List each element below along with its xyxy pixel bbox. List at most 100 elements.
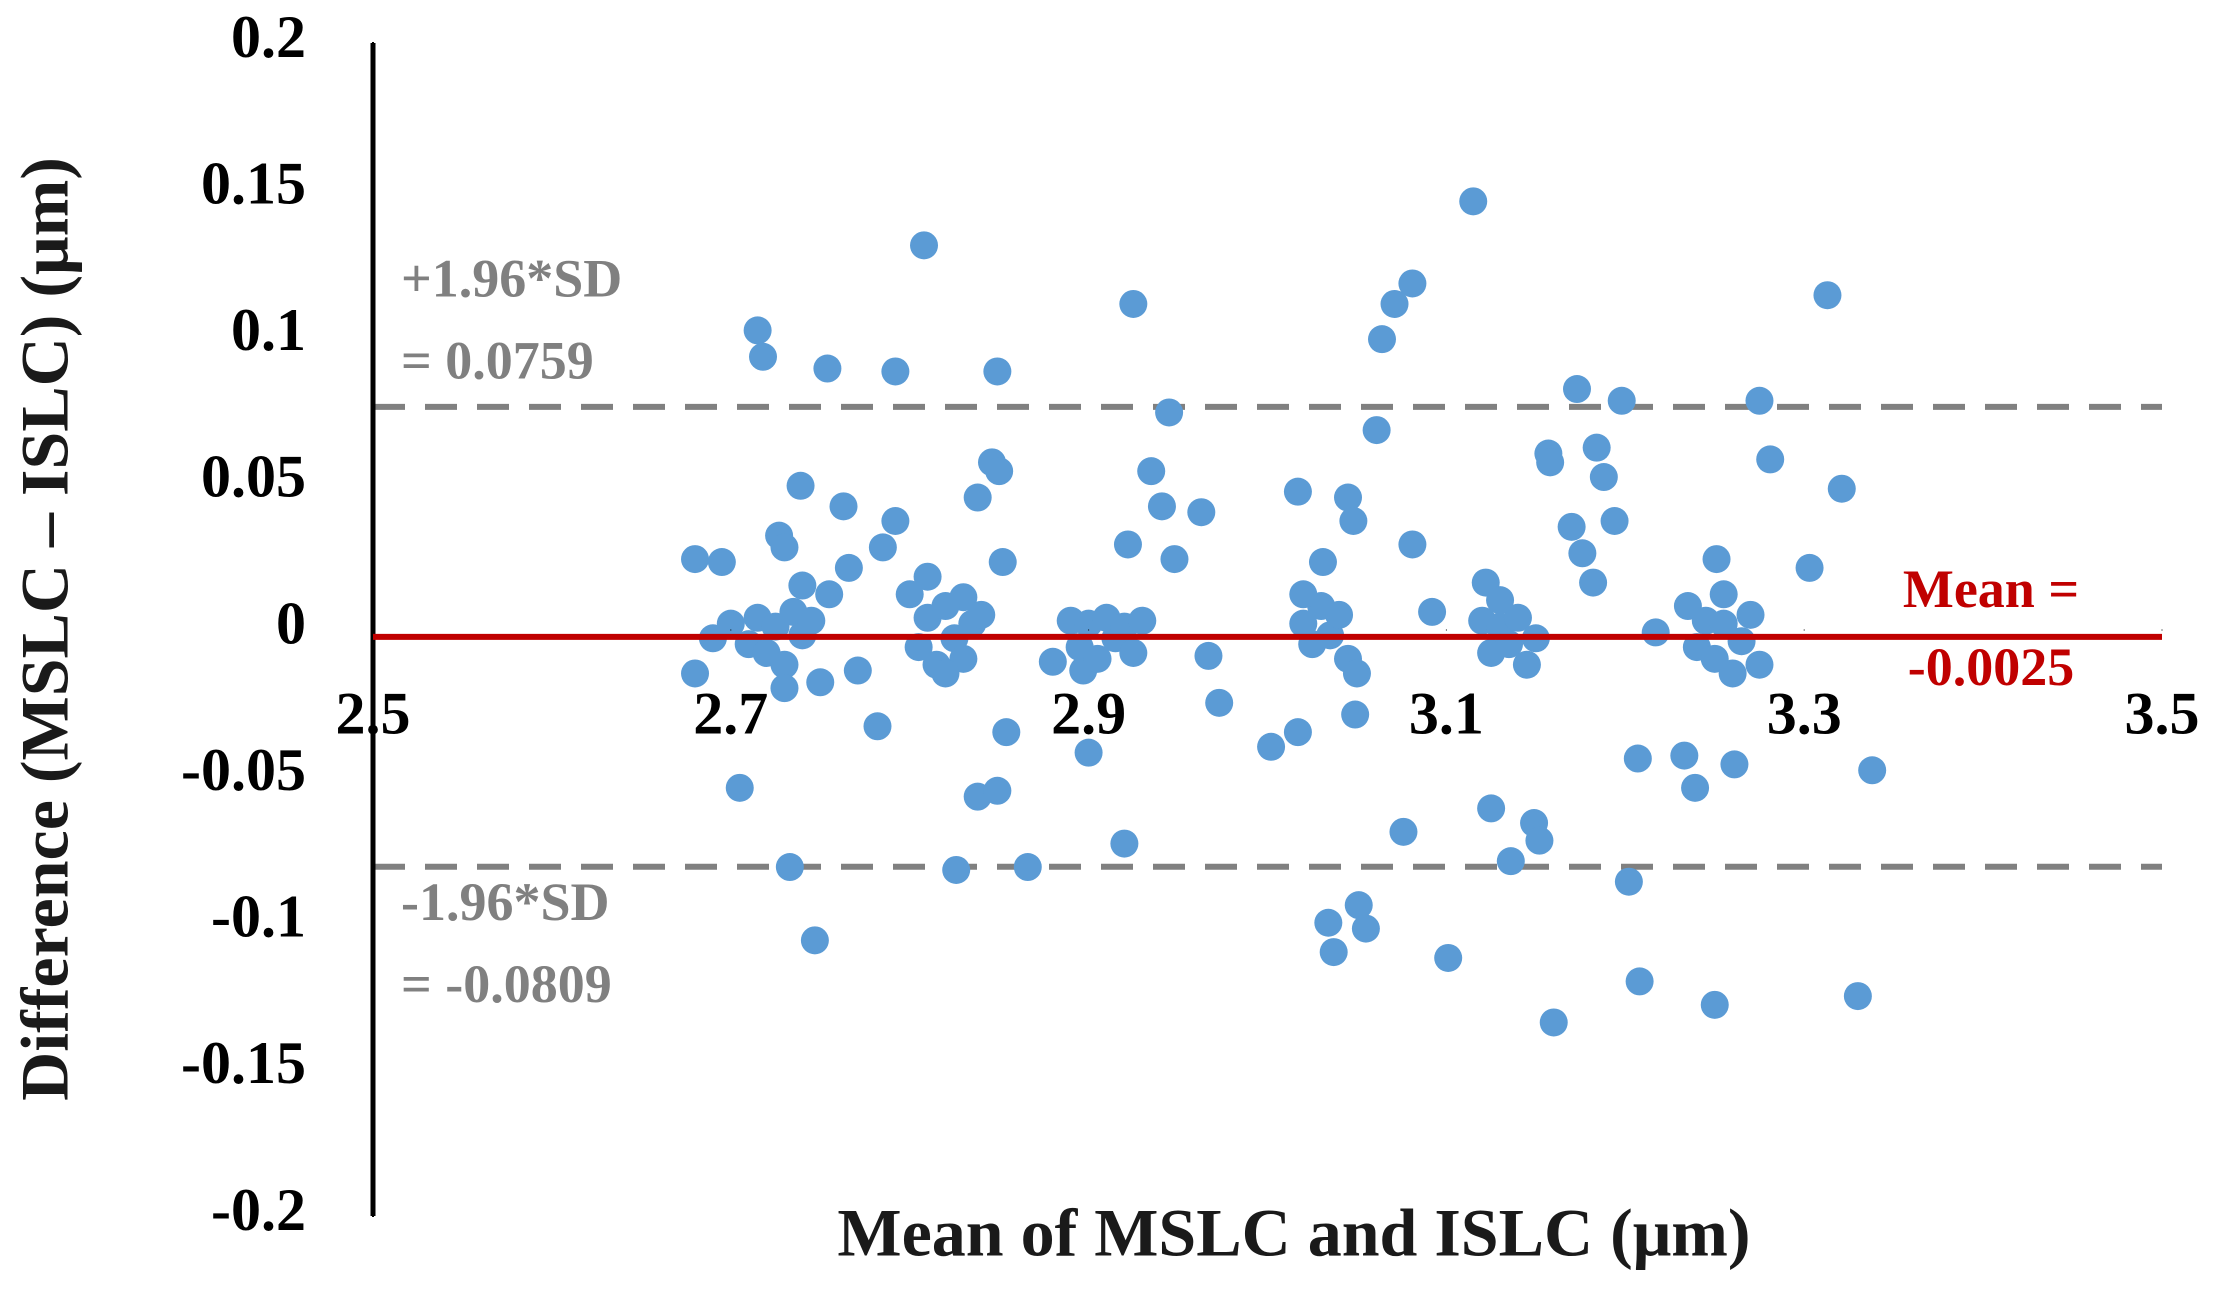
point [1625, 967, 1654, 996]
point [1013, 853, 1042, 882]
point [1308, 548, 1337, 577]
point [983, 357, 1012, 386]
point [1205, 688, 1234, 717]
point [788, 571, 817, 600]
point [1670, 741, 1699, 770]
point [863, 712, 892, 741]
y-tick-label: -0.15 [181, 1030, 306, 1096]
point [1486, 586, 1515, 615]
point [1718, 659, 1747, 688]
point [1736, 600, 1765, 629]
point [1160, 545, 1189, 574]
point [913, 562, 942, 591]
reference-label: Mean = [1903, 559, 2079, 619]
point [881, 357, 910, 386]
point [1187, 498, 1216, 527]
point [1341, 700, 1370, 729]
point [931, 659, 960, 688]
point [1137, 457, 1166, 486]
y-tick-label: -0.2 [211, 1177, 306, 1243]
axes: 0.2 0.15 0.1 0.05 0 -0.05 -0.1 -0.15 -0.2 2.5 2.7 2… [181, 4, 2199, 1243]
point [1756, 445, 1785, 474]
point [1155, 398, 1184, 427]
point [910, 231, 939, 260]
point [770, 674, 799, 703]
point [829, 492, 858, 521]
point [904, 633, 933, 662]
point [681, 659, 710, 688]
reference-label: -0.0025 [1908, 637, 2074, 697]
y-tick-label: 0.2 [231, 4, 306, 70]
point [1539, 1008, 1568, 1037]
x-tick-label: 3.3 [1767, 680, 1842, 746]
point [1325, 600, 1354, 629]
point [749, 342, 778, 371]
point [1074, 738, 1103, 767]
y-tick-label: -0.05 [181, 737, 306, 803]
point [868, 533, 897, 562]
point [1843, 982, 1872, 1011]
point [895, 580, 924, 609]
point [797, 606, 826, 635]
point [1110, 829, 1139, 858]
point [743, 316, 772, 345]
point [1702, 545, 1731, 574]
point [881, 506, 910, 535]
point [1398, 269, 1427, 298]
y-tick-label: 0.05 [201, 444, 306, 510]
point [1398, 530, 1427, 559]
point [1147, 492, 1176, 521]
points [681, 187, 1887, 1037]
point [963, 483, 992, 512]
point [813, 354, 842, 383]
point [1745, 650, 1774, 679]
x-tick-label: 3.5 [2125, 680, 2200, 746]
point [1623, 744, 1652, 773]
point [800, 926, 829, 955]
point [1525, 826, 1554, 855]
point [1289, 580, 1318, 609]
point [834, 553, 863, 582]
point [1344, 891, 1373, 920]
point [1795, 553, 1824, 582]
x-tick-label: 2.7 [693, 680, 768, 746]
point [716, 609, 745, 638]
point [942, 855, 971, 884]
point [1709, 580, 1738, 609]
point [1536, 448, 1565, 477]
point [1496, 847, 1525, 876]
point [815, 580, 844, 609]
point [1389, 817, 1418, 846]
point [770, 533, 799, 562]
point [775, 853, 804, 882]
point [1858, 756, 1887, 785]
point [983, 776, 1012, 805]
point [1727, 627, 1756, 656]
point [1614, 867, 1643, 896]
point [1434, 943, 1463, 972]
point [1038, 647, 1067, 676]
point [1334, 483, 1363, 512]
point [1813, 281, 1842, 310]
point [1283, 477, 1312, 506]
point [1314, 908, 1343, 937]
point [707, 548, 736, 577]
point [1607, 386, 1636, 415]
point [1709, 609, 1738, 638]
y-tick-label: 0.15 [201, 150, 306, 216]
x-tick-label: 2.5 [336, 680, 411, 746]
point [1641, 618, 1670, 647]
point [1283, 718, 1312, 747]
point [1579, 568, 1608, 597]
point [1681, 773, 1710, 802]
point [1720, 750, 1749, 779]
point [1319, 938, 1348, 967]
point [786, 471, 815, 500]
point [1339, 506, 1368, 535]
point [1557, 512, 1586, 541]
point [1083, 644, 1112, 673]
y-tick-label: 0.1 [231, 297, 306, 363]
point [681, 545, 710, 574]
reference-label: = 0.0759 [401, 330, 594, 390]
